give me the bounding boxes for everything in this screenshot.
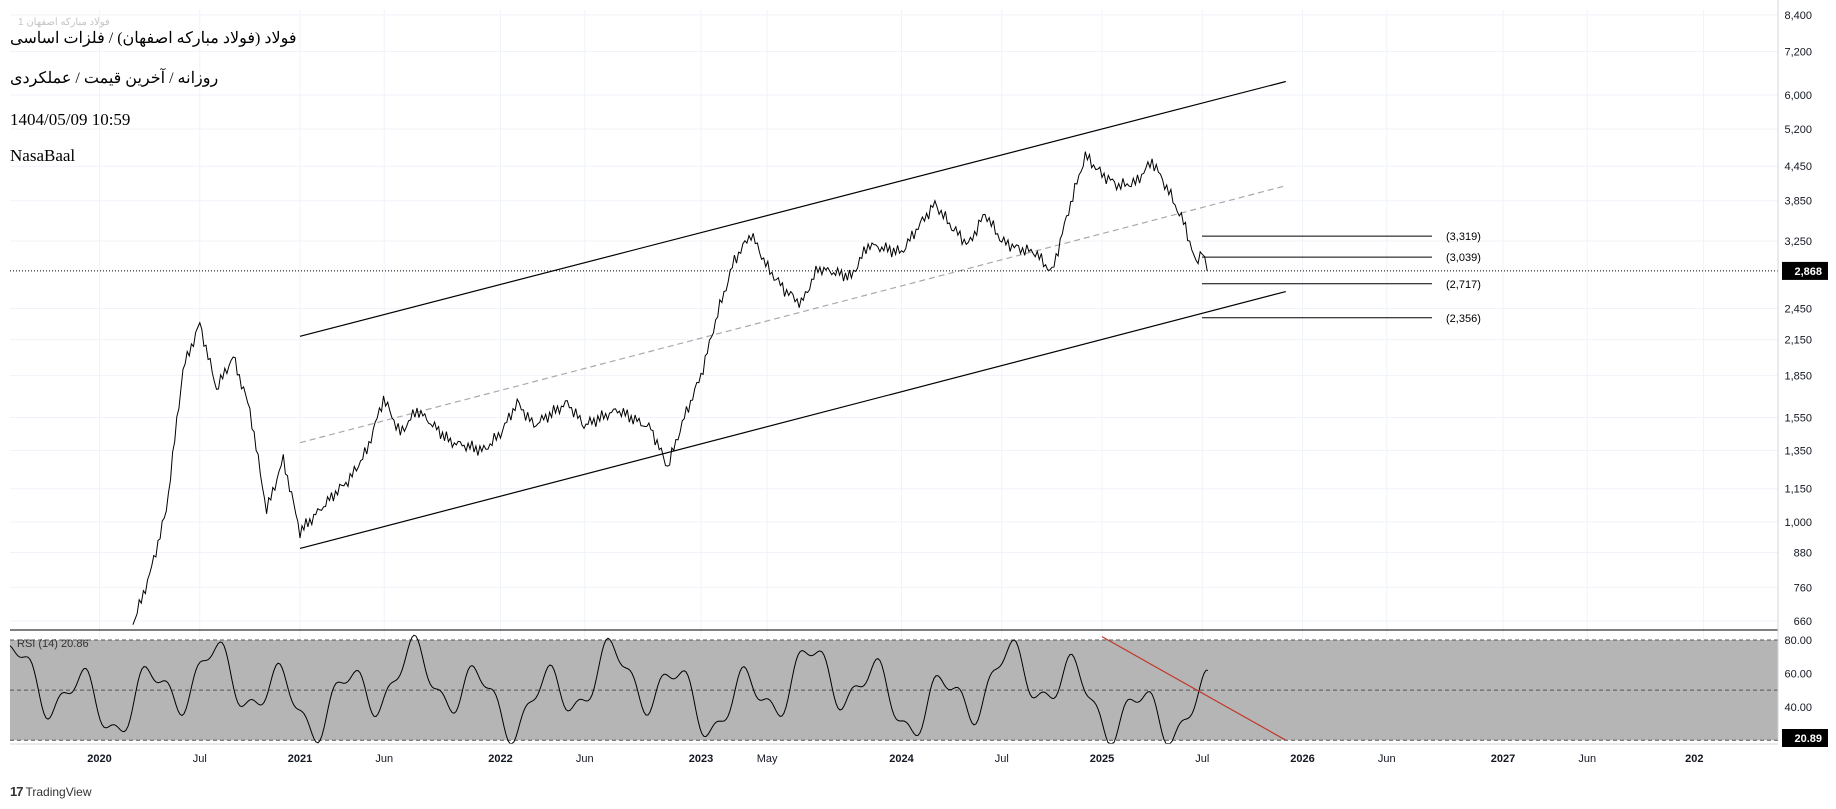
tradingview-logo-icon: 17 xyxy=(10,784,24,799)
rsi-legend[interactable]: RSI (14) 20.86 xyxy=(17,638,89,650)
price-tick-label-13: 1,000 xyxy=(1784,517,1812,529)
rsi-legend-value: 20.86 xyxy=(61,638,89,650)
time-tick-label-11: Jul xyxy=(1195,753,1209,765)
price-tick-label-16: 660 xyxy=(1794,616,1812,628)
level-label-0: (3,319) xyxy=(1446,231,1481,243)
time-tick-label-10: 2025 xyxy=(1090,753,1114,765)
rsi-bands xyxy=(10,639,1778,741)
price-tick-label-3: 5,200 xyxy=(1784,124,1812,136)
price-tick-label-5: 3,850 xyxy=(1784,196,1812,208)
level-label-1: (3,039) xyxy=(1446,252,1481,264)
time-tick-label-16: 202 xyxy=(1685,753,1703,765)
price-axis: 8,400 7,200 6,000 5,200 4,450 3,850 3,250 2,450… xyxy=(1777,0,1812,740)
symbol-title: فولاد (فولاد مبارکه اصفهان) / فلزات اساس… xyxy=(10,30,297,47)
time-tick-label-12: 2026 xyxy=(1290,753,1314,765)
time-tick-label-8: 2024 xyxy=(889,753,914,765)
price-tick-label-12: 1,150 xyxy=(1784,484,1812,496)
watermark: فولاد مبارکه اصفهان 1 xyxy=(18,17,110,28)
tradingview-name: TradingView xyxy=(25,784,92,799)
price-tick-label-2: 6,000 xyxy=(1784,90,1812,102)
rsi-line xyxy=(9,634,1209,744)
author-name: NasaBaal xyxy=(10,146,76,165)
timestamp: 1404/05/09 10:59 xyxy=(10,110,131,129)
rsi-tick-label-0: 80.00 xyxy=(1784,635,1812,647)
last-price-tag xyxy=(1782,261,1828,280)
rsi-value-tag xyxy=(1782,729,1828,747)
price-tick-label-9: 1,850 xyxy=(1784,370,1812,382)
channel-mid-line xyxy=(299,185,1286,444)
price-tick-label-15: 760 xyxy=(1794,582,1812,594)
price-tick-label-1: 7,200 xyxy=(1784,47,1812,59)
time-tick-label-4: 2022 xyxy=(488,753,512,765)
time-tick-label-0: 2020 xyxy=(87,753,111,765)
rsi-tick-label-1: 60.00 xyxy=(1784,668,1812,680)
rsi-value-tag-label: 20.89 xyxy=(1794,733,1822,745)
rsi-trendline xyxy=(1101,636,1287,741)
channel-upper-line xyxy=(299,80,1286,337)
time-axis: 2020 Jul 2021 Jun 2022 Jun 2023 May 2024 Jul 2025 J… xyxy=(10,743,1778,765)
time-tick-label-7: May xyxy=(757,753,778,765)
time-tick-label-15: Jun xyxy=(1578,753,1596,765)
price-tick-label-0: 8,400 xyxy=(1784,10,1812,22)
last-price-tag-label: 2,868 xyxy=(1794,266,1822,278)
grid xyxy=(10,10,1778,740)
time-tick-label-14: 2027 xyxy=(1491,753,1515,765)
rsi-tick-label-2: 40.00 xyxy=(1784,702,1812,714)
trend-channel xyxy=(299,80,1286,550)
channel-lower-line xyxy=(299,290,1286,550)
level-label-2: (2,717) xyxy=(1446,279,1481,291)
tradingview-brand[interactable]: 17 TradingView xyxy=(10,784,92,799)
price-tick-label-10: 1,550 xyxy=(1784,413,1812,425)
chart-subtitle: روزانه / آخرین قیمت / عملکردی xyxy=(10,70,219,87)
price-tick-label-8: 2,150 xyxy=(1784,335,1812,347)
price-tick-label-7: 2,450 xyxy=(1784,303,1812,315)
price-levels: (3,319) (3,039) (2,717) (2,356) xyxy=(1202,231,1481,325)
price-tick-label-6: 3,250 xyxy=(1784,236,1812,248)
time-tick-label-13: Jun xyxy=(1378,753,1396,765)
time-tick-label-1: Jul xyxy=(193,753,207,765)
price-tick-label-4: 4,450 xyxy=(1784,161,1812,173)
price-tick-label-11: 1,350 xyxy=(1784,445,1812,457)
time-tick-label-2: 2021 xyxy=(288,753,312,765)
price-tick-label-14: 880 xyxy=(1794,547,1812,559)
time-tick-label-3: Jun xyxy=(375,753,393,765)
level-label-3: (2,356) xyxy=(1446,313,1481,325)
time-tick-label-6: 2023 xyxy=(689,753,713,765)
rsi-legend-name: RSI (14) xyxy=(17,638,58,650)
axis-tags: 2,868 20.89 xyxy=(1782,261,1828,747)
price-line xyxy=(132,151,1208,625)
time-tick-label-5: Jun xyxy=(576,753,594,765)
time-tick-label-9: Jul xyxy=(995,753,1009,765)
